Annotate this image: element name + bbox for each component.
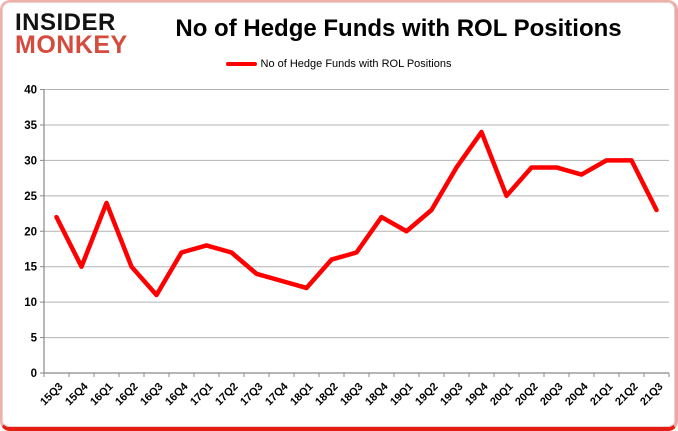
svg-text:16Q3: 16Q3 (138, 381, 166, 409)
page-title: No of Hedge Funds with ROL Positions (175, 15, 622, 42)
svg-text:17Q4: 17Q4 (263, 380, 291, 408)
legend: No of Hedge Funds with ROL Positions (2, 58, 675, 70)
svg-text:30: 30 (24, 155, 37, 167)
svg-text:21Q1: 21Q1 (588, 381, 616, 409)
svg-text:18Q4: 18Q4 (363, 380, 391, 408)
svg-text:0: 0 (31, 368, 37, 380)
svg-text:20: 20 (24, 226, 37, 238)
svg-text:17Q1: 17Q1 (188, 381, 216, 409)
svg-text:16Q1: 16Q1 (88, 381, 116, 409)
svg-text:21Q3: 21Q3 (638, 381, 666, 409)
svg-text:20Q1: 20Q1 (488, 381, 516, 409)
legend-line-sample (225, 62, 257, 66)
svg-text:10: 10 (24, 297, 37, 309)
svg-text:15Q4: 15Q4 (63, 380, 91, 408)
svg-text:19Q3: 19Q3 (438, 381, 466, 409)
svg-text:16Q2: 16Q2 (113, 381, 141, 409)
svg-text:5: 5 (31, 333, 38, 345)
svg-text:21Q2: 21Q2 (613, 381, 641, 409)
svg-text:19Q1: 19Q1 (388, 381, 416, 409)
svg-text:17Q3: 17Q3 (238, 381, 266, 409)
legend-label: No of Hedge Funds with ROL Positions (260, 58, 452, 70)
svg-text:18Q1: 18Q1 (288, 381, 316, 409)
svg-text:35: 35 (24, 120, 37, 132)
svg-text:20Q2: 20Q2 (513, 381, 541, 409)
svg-text:15: 15 (24, 262, 37, 274)
svg-text:17Q2: 17Q2 (213, 381, 241, 409)
svg-text:15Q3: 15Q3 (38, 381, 66, 409)
svg-text:25: 25 (24, 191, 37, 203)
svg-text:19Q4: 19Q4 (463, 380, 491, 408)
svg-text:18Q3: 18Q3 (338, 381, 366, 409)
svg-text:16Q4: 16Q4 (163, 380, 191, 408)
svg-text:40: 40 (24, 85, 37, 97)
svg-text:18Q2: 18Q2 (313, 381, 341, 409)
logo-line-monkey: MONKEY (15, 31, 128, 59)
insider-monkey-logo: INSIDER MONKEY (15, 9, 128, 59)
svg-text:19Q2: 19Q2 (413, 381, 441, 409)
svg-text:20Q3: 20Q3 (538, 381, 566, 409)
svg-text:20Q4: 20Q4 (563, 380, 591, 408)
logo-line-insider: INSIDER (15, 9, 116, 36)
